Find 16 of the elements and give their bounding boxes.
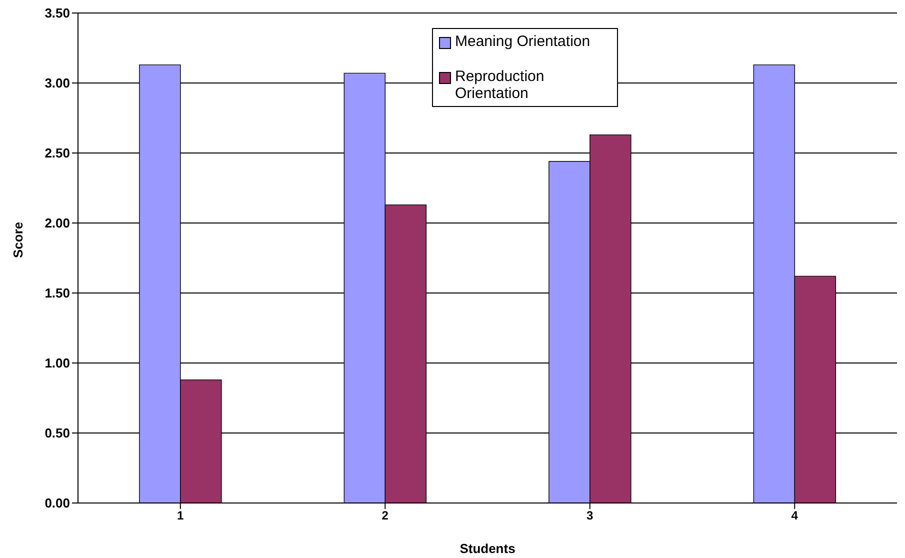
x-tick-label: 4 [791, 508, 798, 523]
y-tick-label: 3.00 [44, 76, 70, 91]
y-tick-label: 0.00 [44, 496, 70, 511]
y-tick-label: 1.50 [44, 286, 70, 301]
y-tick-label: 0.50 [44, 426, 70, 441]
legend-label: Meaning Orientation [455, 33, 590, 50]
y-tick-label: 3.50 [44, 6, 70, 21]
x-tick-label: 2 [382, 508, 389, 523]
legend-label: Reproduction Orientation [455, 68, 546, 102]
y-tick-label: 1.00 [44, 356, 70, 371]
x-tick-label: 3 [586, 508, 594, 523]
y-tick-label: 2.00 [44, 216, 70, 231]
y-axis-title: Score [10, 222, 26, 258]
y-tick-label: 2.50 [44, 146, 70, 161]
x-axis-title: Students [460, 541, 516, 556]
x-tick-label: 1 [177, 508, 184, 523]
